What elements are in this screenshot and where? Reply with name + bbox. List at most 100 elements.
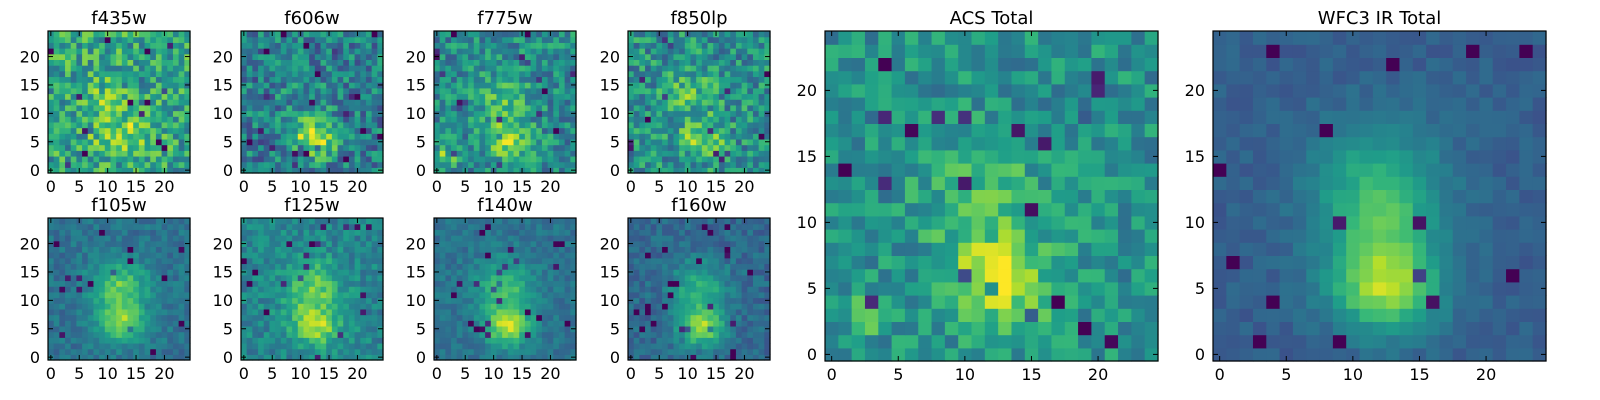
heatmap-cell [628,59,635,66]
heatmap-cell [650,31,657,38]
heatmap-cell [343,303,350,310]
heatmap-cell [507,354,515,361]
heatmap-cell [752,314,760,321]
heatmap-cell [76,93,83,100]
heatmap-cell [365,116,373,123]
heatmap-cell [59,144,66,151]
heatmap-cell [303,348,310,355]
heatmap-cell [59,257,66,265]
heatmap-cell [650,99,657,106]
heatmap-cell [650,286,657,293]
heatmap-cell [564,70,571,78]
heatmap-cell [65,70,72,78]
heatmap-cell [645,167,652,174]
heatmap-cell [570,286,577,293]
heatmap-cell [570,31,577,38]
heatmap-cell [479,87,486,95]
heatmap-cell [371,348,378,355]
heatmap-cell [507,48,515,55]
heatmap-cell [252,144,259,151]
heatmap-cell [178,348,185,355]
heatmap-cell [724,48,731,55]
heatmap-cell [269,246,276,253]
heatmap-cell [93,42,100,49]
heatmap-cell [93,314,100,321]
heatmap-cell [445,280,452,287]
heatmap-cell [303,155,310,163]
heatmap-cell [241,161,248,168]
heatmap-cell [662,342,669,350]
heatmap-cell [456,240,463,247]
heatmap-cell [730,314,737,321]
heatmap-cell [718,48,726,55]
heatmap-cell [127,150,134,157]
heatmap-cell [354,138,361,146]
heatmap-cell [110,235,117,242]
heatmap-cell [558,99,566,106]
heatmap-cell [348,263,356,270]
heatmap-cell [326,76,333,83]
heatmap-cell [116,99,123,106]
heatmap-cell [138,223,146,230]
heatmap-cell [303,246,310,253]
heatmap-cell [99,303,106,310]
heatmap-cell [377,218,384,225]
heatmap-cell [309,246,316,253]
heatmap-cell [269,331,276,338]
heatmap-cell [326,104,333,112]
heatmap-cell [473,104,481,112]
heatmap-cell [252,252,259,259]
heatmap-cell [752,274,760,282]
heatmap-cell [167,31,174,38]
heatmap-cell [747,274,754,282]
heatmap-cell [172,138,180,146]
heatmap-cell [490,82,498,89]
heatmap-cell [690,99,697,106]
heatmap-cell [144,42,151,49]
heatmap-cell [696,337,703,344]
heatmap-cell [309,314,316,321]
heatmap-cell [758,303,765,310]
heatmap-cell [314,354,322,361]
heatmap-cell [524,246,532,253]
heatmap-cell [507,246,515,253]
heatmap-cell [530,155,537,163]
heatmap-cell [684,342,692,350]
heatmap-cell [524,263,532,270]
heatmap-cell [53,53,60,60]
heatmap-cell [730,133,737,140]
heatmap-cell [530,308,537,316]
heatmap-cell [178,99,185,106]
heatmap-cell [53,325,60,333]
heatmap-cell [633,314,640,321]
heatmap-cell [684,337,692,344]
panel-title: f105w [91,195,146,216]
heatmap-cell [104,269,112,276]
heatmap-cell [87,110,95,117]
heatmap-cell [530,42,537,49]
heatmap-cell [99,138,106,146]
heatmap-cell [633,167,640,174]
heatmap-cell [133,240,140,247]
heatmap-cell [558,342,566,350]
heatmap-cell [490,65,498,72]
heatmap-cell [65,104,72,112]
heatmap-cell [564,144,571,151]
heatmap-cell [121,342,129,350]
heatmap-cell [320,104,327,112]
heatmap-cell [650,167,657,174]
heatmap-cell [53,348,60,355]
heatmap-cell [252,320,259,327]
heatmap-cell [724,286,731,293]
heatmap-cell [718,280,726,287]
heatmap-cell [741,155,748,163]
heatmap-cell [485,291,492,299]
heatmap-cell [690,286,697,293]
heatmap-cell [246,303,253,310]
heatmap-cell [519,116,526,123]
heatmap-cell [326,82,333,89]
heatmap-cell [65,161,72,168]
heatmap-cell [184,133,191,140]
heatmap-cell [258,286,265,293]
